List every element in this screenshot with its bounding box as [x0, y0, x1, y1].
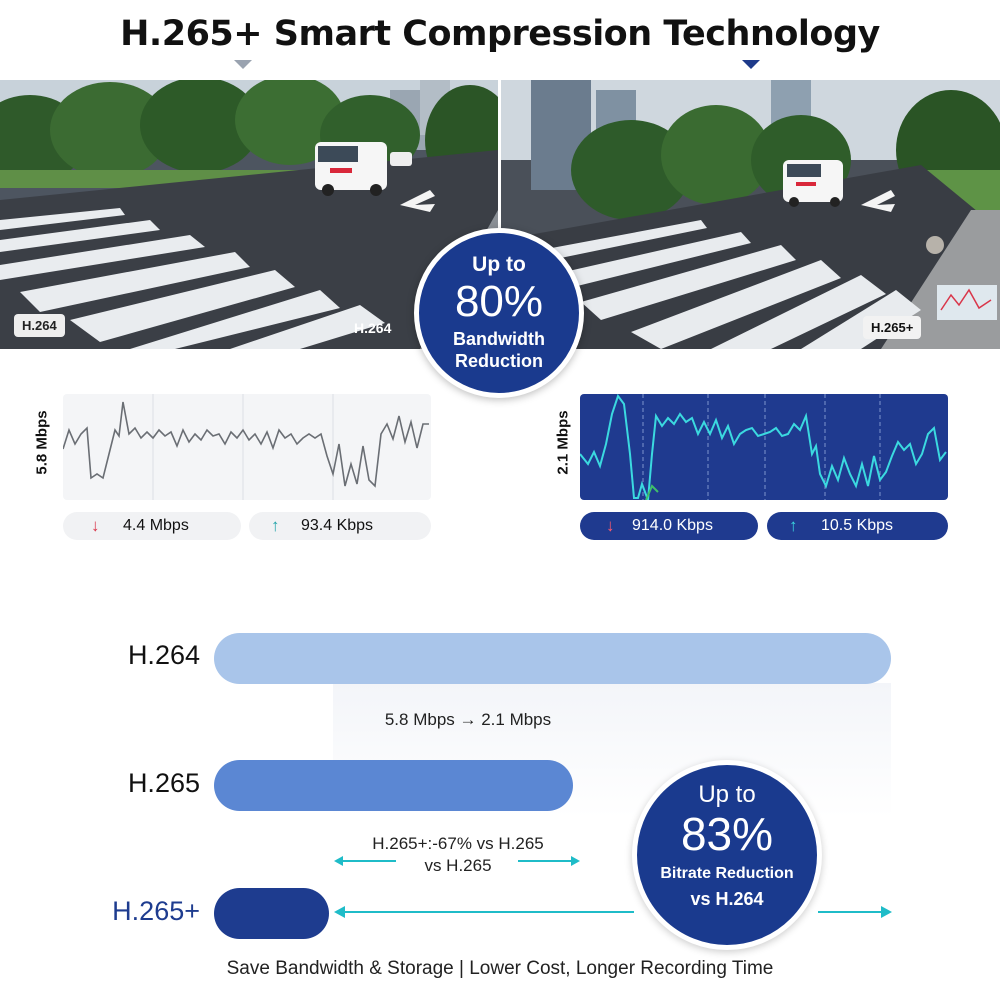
up-arrow-icon: ↑	[789, 516, 798, 535]
left-bitrate-graph	[62, 394, 431, 500]
h265plus-tag: H.265+	[863, 316, 922, 339]
footer-tagline: Save Bandwidth & Storage | Lower Cost, L…	[226, 958, 774, 979]
h265plus-bar-label: H.265+	[112, 896, 200, 926]
h265plus-photo: H.265+	[501, 80, 1000, 349]
left-down-value: 4.4 Mbps	[123, 517, 189, 534]
h264-corner-tag: H.264	[14, 314, 65, 337]
down-arrow-icon: ↓	[91, 516, 100, 535]
reduction-arrow-icon	[334, 906, 892, 918]
bitrate-reduction-badge: Up to 83% Bitrate Reduction vs H.264	[632, 760, 822, 950]
badge-percent: 83%	[680, 808, 774, 860]
left-graph-ylabel: 5.8 Mbps	[33, 410, 51, 475]
right-up-value: 10.5 Kbps	[821, 517, 894, 534]
badge-up-to: Up to	[698, 781, 756, 808]
right-down-value: 914.0 Kbps	[632, 517, 713, 534]
badge-up-to: Up to	[472, 253, 526, 276]
bitrate-change-note: 5.8 Mbps → 2.1 Mbps	[384, 710, 552, 729]
left-down-stat: ↓ 4.4 Mbps	[63, 512, 241, 540]
h264-tag: H.264	[354, 320, 392, 336]
right-down-stat: ↓ 914.0 Kbps	[580, 512, 758, 540]
bandwidth-reduction-badge: Up to 80% Bandwidth Reduction	[414, 228, 584, 398]
up-arrow-icon: ↑	[271, 516, 280, 535]
range-arrow-icon	[334, 856, 580, 866]
h264-bar	[214, 633, 891, 684]
badge-line-bitrate-reduction: Bitrate Reduction	[660, 865, 794, 882]
pointer-left-icon	[234, 60, 252, 69]
badge-line-vs-h264: vs H.264	[690, 889, 764, 909]
badge-percent: 80%	[454, 277, 544, 326]
h265plus-vs-h265-note: H.265+:-67% vs H.265	[372, 834, 544, 853]
badge-line-bandwidth: Bandwidth	[453, 329, 545, 349]
right-bitrate-graph	[580, 394, 948, 500]
right-up-stat: ↑ 10.5 Kbps	[767, 512, 948, 540]
pointer-right-icon	[742, 60, 760, 69]
h265-bar	[214, 760, 573, 811]
left-up-stat: ↑ 93.4 Kbps	[249, 512, 431, 540]
h265plus-bar	[214, 888, 329, 939]
vs-h265-note: vs H.265	[424, 856, 492, 875]
left-up-value: 93.4 Kbps	[301, 517, 374, 534]
page-title: H.265+ Smart Compression Technology	[120, 14, 880, 54]
h265-bar-label: H.265	[127, 768, 200, 798]
h264-bar-label: H.264	[127, 640, 200, 670]
badge-line-reduction: Reduction	[455, 351, 543, 371]
right-graph-ylabel: 2.1 Mbps	[554, 410, 572, 475]
h264-photo: H.264 H.264	[0, 80, 498, 349]
down-arrow-icon: ↓	[606, 516, 615, 535]
